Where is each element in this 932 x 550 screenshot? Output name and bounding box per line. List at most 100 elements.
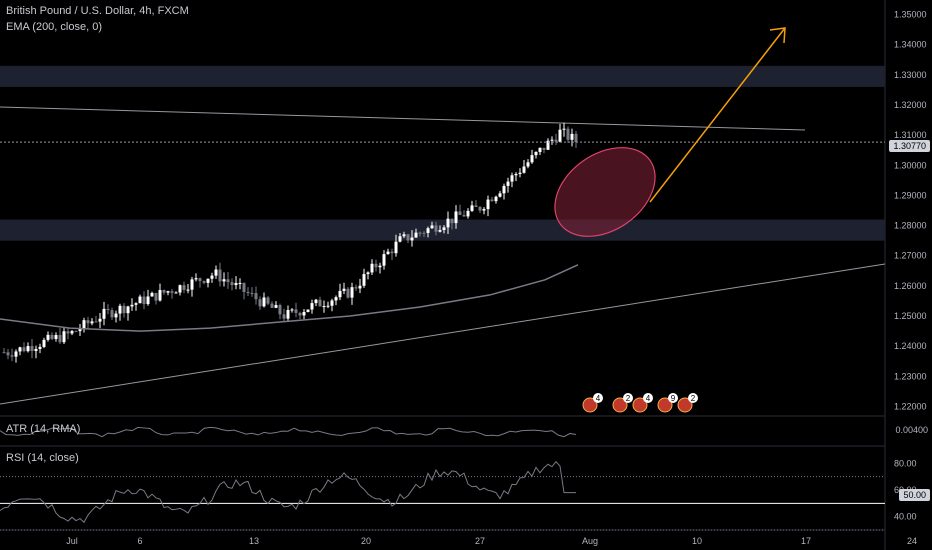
candle-body — [314, 299, 318, 304]
candle-body — [562, 128, 566, 130]
candle-body — [406, 234, 410, 241]
candle-body — [326, 305, 330, 307]
time-axis-label: 10 — [692, 536, 702, 546]
price-axis-label: 1.24000 — [894, 341, 927, 351]
candle-body — [350, 287, 354, 298]
candle-body — [366, 272, 370, 275]
time-axis-label: 27 — [475, 536, 485, 546]
candle-body — [118, 305, 122, 314]
candle-body — [170, 291, 174, 293]
candle-body — [130, 304, 134, 307]
candle-body — [506, 181, 510, 186]
candle-body — [262, 297, 266, 307]
price-axis-label: 1.23000 — [894, 371, 927, 381]
candle-body — [358, 285, 362, 289]
candle-body — [14, 351, 18, 357]
candle-body — [258, 299, 262, 307]
candle-body — [214, 269, 218, 276]
sr-zone — [0, 65, 885, 87]
current-price-badge: 1.30770 — [889, 140, 930, 152]
candle-body — [554, 139, 558, 142]
time-axis-label: 20 — [361, 536, 371, 546]
candle-body — [354, 287, 358, 289]
candle-body — [462, 214, 466, 217]
candle-body — [334, 297, 338, 301]
price-axis-label: 1.31000 — [894, 130, 927, 140]
atr-value-label: 0.00400 — [895, 425, 928, 435]
event-count-label: 2 — [626, 394, 631, 403]
candle-body — [394, 241, 398, 254]
candle-body — [422, 232, 426, 234]
candle-body — [206, 278, 210, 283]
candle-body — [390, 251, 394, 254]
ema-indicator-label[interactable]: EMA (200, close, 0) — [6, 21, 102, 33]
candle-body — [102, 308, 106, 319]
candle-body — [146, 296, 150, 305]
candle-body — [110, 310, 114, 318]
candle-body — [434, 225, 438, 232]
candle-body — [482, 209, 486, 211]
candle-body — [486, 199, 490, 210]
candle-body — [378, 265, 382, 268]
candle-body — [458, 211, 462, 215]
candle-body — [498, 193, 502, 197]
candle-body — [478, 206, 482, 211]
candle-body — [250, 293, 254, 295]
rsi-current-badge: 50.00 — [899, 489, 930, 501]
rsi-axis-label: 40.00 — [894, 512, 917, 522]
economic-event-icon — [582, 397, 598, 413]
candle-body — [46, 334, 50, 340]
candle-body — [290, 309, 294, 311]
atr-line — [0, 426, 577, 438]
candle-body — [70, 331, 74, 334]
candle-body — [338, 290, 342, 298]
rsi-indicator-label[interactable]: RSI (14, close) — [6, 452, 79, 464]
candle-body — [446, 218, 450, 228]
candle-body — [222, 279, 226, 282]
candle-body — [158, 290, 162, 301]
price-axis-label: 1.33000 — [894, 70, 927, 80]
candle-body — [162, 290, 166, 293]
candle-body — [510, 175, 514, 182]
candle-body — [126, 306, 130, 314]
candle-body — [98, 318, 102, 322]
candle-body — [174, 292, 178, 294]
event-count-label: 2 — [691, 394, 696, 403]
candle-body — [42, 339, 46, 347]
time-axis-label: Aug — [582, 536, 598, 546]
candle-body — [6, 352, 10, 356]
candle-body — [242, 282, 246, 293]
candle-body — [466, 210, 470, 217]
candle-body — [474, 205, 478, 207]
candle-body — [282, 314, 286, 319]
candle-body — [122, 305, 126, 314]
candle-body — [82, 320, 86, 330]
candle-body — [470, 205, 474, 211]
candle-body — [278, 305, 282, 315]
candle-body — [198, 278, 202, 282]
candle-body — [74, 331, 78, 333]
candle-body — [414, 232, 418, 238]
time-axis-label: 13 — [249, 536, 259, 546]
candle-body — [558, 129, 562, 142]
candle-body — [534, 151, 538, 156]
economic-event-icon — [657, 397, 673, 413]
chart-symbol-title[interactable]: British Pound / U.S. Dollar, 4h, FXCM — [6, 5, 189, 17]
candle-body — [310, 303, 314, 310]
ema-200-line — [0, 264, 579, 332]
atr-indicator-label[interactable]: ATR (14, RMA) — [6, 423, 81, 435]
economic-event-icon — [632, 397, 648, 413]
candle-body — [114, 313, 118, 318]
candle-body — [430, 225, 434, 229]
candle-body — [218, 269, 222, 282]
candle-body — [26, 346, 30, 352]
candle-body — [538, 147, 542, 152]
candle-body — [426, 228, 430, 234]
candle-body — [78, 329, 82, 332]
candle-body — [142, 296, 146, 305]
price-axis-label: 1.22000 — [894, 401, 927, 411]
candle-body — [38, 346, 42, 349]
target-ellipse — [554, 147, 656, 237]
candle-body — [566, 128, 570, 140]
